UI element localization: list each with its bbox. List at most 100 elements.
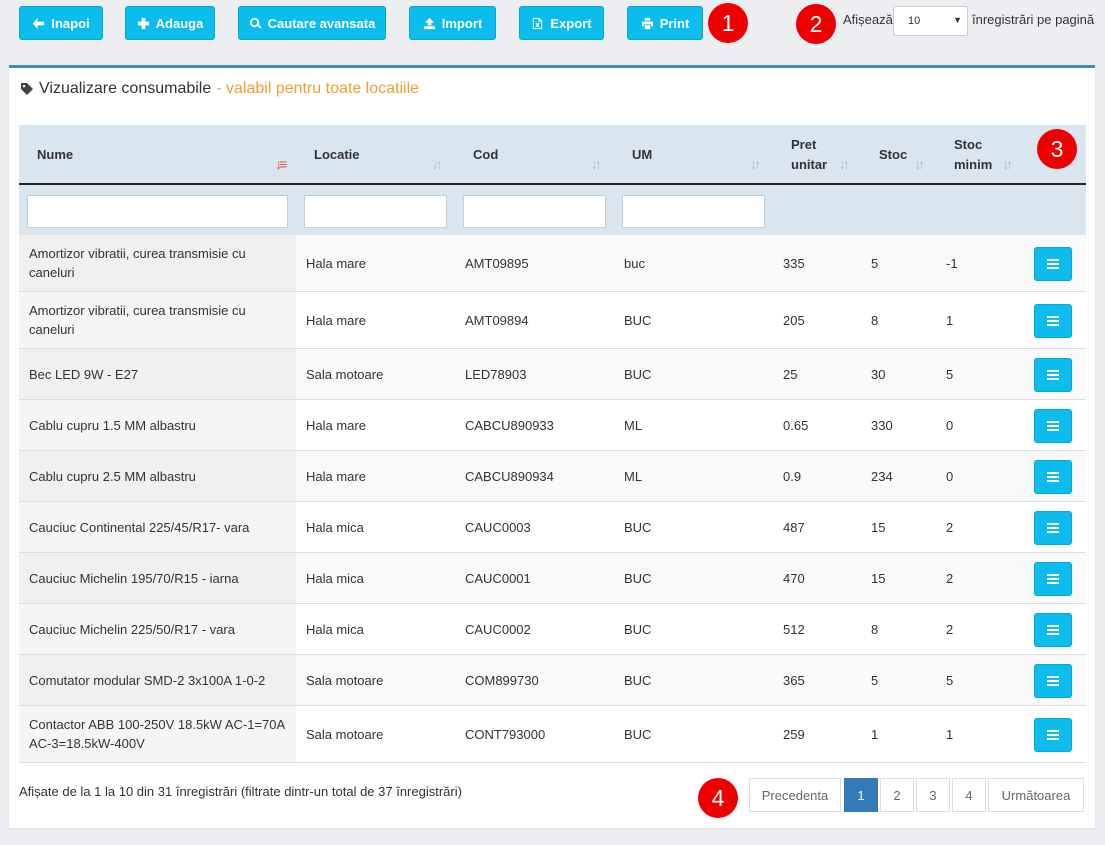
cell-locatie: Hala mare — [306, 255, 366, 271]
plus-icon — [137, 17, 149, 29]
column-header-um[interactable]: UM ↓↑ — [632, 147, 761, 172]
export-button-label: Export — [550, 15, 592, 31]
column-header-stoc-minim[interactable]: Stoc minim ↓↑ — [954, 137, 1013, 172]
cell-nume: Cauciuc Michelin 225/50/R17 - vara — [29, 621, 235, 637]
cell-stoc: 30 — [871, 366, 886, 382]
column-header-locatie[interactable]: Locatie ↓↑ — [314, 147, 443, 172]
print-button[interactable]: Print — [627, 6, 703, 40]
cell-locatie: Hala mica — [306, 570, 364, 586]
cell-um: ML — [624, 417, 643, 433]
cell-locatie: Sala motoare — [306, 366, 384, 382]
row-menu-button[interactable] — [1034, 358, 1072, 392]
per-page-suffix: înregistrări pe pagină — [972, 12, 1095, 27]
cell-cod: COM899730 — [465, 672, 539, 688]
print-button-label: Print — [659, 15, 690, 31]
cell-stoc: 234 — [871, 468, 893, 484]
row-menu-button[interactable] — [1034, 304, 1072, 338]
cell-pret-unitar: 365 — [783, 672, 805, 688]
cell-nume: Cauciuc Continental 225/45/R17- vara — [29, 519, 250, 535]
cell-locatie: Sala motoare — [306, 726, 384, 742]
cell-um: BUC — [624, 570, 652, 586]
row-menu-button[interactable] — [1034, 511, 1072, 545]
pagination-page-4[interactable]: 4 — [952, 778, 986, 812]
add-button[interactable]: Adauga — [125, 6, 215, 40]
cell-pret-unitar: 205 — [783, 312, 805, 328]
pagination-prev-button[interactable]: Precedenta — [749, 778, 841, 812]
cell-nume: Cablu cupru 1.5 MM albastru — [29, 417, 196, 433]
cell-um: BUC — [624, 312, 652, 328]
cell-um: BUC — [624, 621, 652, 637]
pagination-page-1[interactable]: 1 — [844, 778, 878, 812]
advanced-search-button-label: Cautare avansata — [267, 15, 376, 31]
cell-um: BUC — [624, 366, 652, 382]
filter-locatie-input[interactable] — [304, 195, 447, 228]
cell-locatie: Hala mare — [306, 312, 366, 328]
cell-pret-unitar: 25 — [783, 366, 798, 382]
cell-locatie: Hala mare — [306, 417, 366, 433]
sort-icon: ↓↑ — [432, 156, 443, 172]
column-header-stoc[interactable]: Stoc ↓↑ — [879, 147, 925, 172]
cell-um: BUC — [624, 726, 652, 742]
per-page-select[interactable]: 10 ▼ — [893, 6, 968, 36]
cell-cod: AMT09894 — [465, 312, 529, 328]
table-row: Bec LED 9W - E27 Sala motoare LED78903 BUC 2… — [19, 349, 1086, 400]
row-menu-button[interactable] — [1034, 718, 1072, 752]
menu-icon — [1047, 523, 1059, 533]
cell-cod: LED78903 — [465, 366, 527, 382]
row-menu-button[interactable] — [1034, 409, 1072, 443]
column-header-cod[interactable]: Cod ↓↑ — [473, 147, 602, 172]
menu-icon — [1047, 370, 1059, 380]
cell-stoc-minim: 0 — [946, 468, 954, 484]
sort-icon: ↓↑ — [839, 156, 850, 172]
cell-stoc-minim: 0 — [946, 417, 954, 433]
cell-um: BUC — [624, 672, 652, 688]
export-button[interactable]: Export — [519, 6, 604, 40]
column-header-nume[interactable]: Nume ↓≡ — [37, 147, 287, 172]
cell-cod: CAUC0002 — [465, 621, 531, 637]
cell-stoc: 8 — [871, 312, 879, 328]
filter-um-input[interactable] — [622, 195, 765, 228]
table-row: Cauciuc Michelin 225/50/R17 - vara Hala m… — [19, 604, 1086, 655]
per-page-label: Afișează — [843, 12, 893, 27]
import-button-label: Import — [441, 15, 483, 31]
pagination-next-button[interactable]: Următoarea — [988, 778, 1084, 812]
cell-pret-unitar: 470 — [783, 570, 805, 586]
back-button-label: Inapoi — [51, 15, 90, 31]
cell-nume: Amortizor vibratii, curea transmisie cu … — [29, 246, 246, 280]
cell-stoc-minim: 5 — [946, 672, 954, 688]
print-icon — [641, 17, 653, 29]
import-button[interactable]: Import — [409, 6, 496, 40]
row-menu-button[interactable] — [1034, 664, 1072, 698]
sort-icon: ↓↑ — [1002, 156, 1013, 172]
row-menu-button[interactable] — [1034, 247, 1072, 281]
row-menu-button[interactable] — [1034, 613, 1072, 647]
annotation-badge-4: 4 — [698, 778, 738, 818]
filter-nume-input[interactable] — [27, 195, 288, 228]
cell-stoc: 8 — [871, 621, 879, 637]
table-row: Cablu cupru 1.5 MM albastru Hala mare CABC… — [19, 400, 1086, 451]
row-menu-button[interactable] — [1034, 460, 1072, 494]
column-header-pret-unitar[interactable]: Pret unitar ↓↑ — [791, 137, 850, 172]
cell-pret-unitar: 487 — [783, 519, 805, 535]
menu-icon — [1047, 316, 1059, 326]
row-menu-button[interactable] — [1034, 562, 1072, 596]
cell-nume: Contactor ABB 100-250V 18.5kW AC-1=70A A… — [29, 717, 285, 751]
table-info: Afișate de la 1 la 10 din 31 înregistrăr… — [19, 784, 462, 799]
cell-stoc-minim: 1 — [946, 726, 954, 742]
filter-cod-input[interactable] — [463, 195, 606, 228]
cell-um: BUC — [624, 519, 652, 535]
consumables-table: Nume ↓≡ Locatie ↓↑ Cod ↓↑ UM ↓↑ Pret uni… — [19, 125, 1086, 763]
toolbar: Inapoi Adauga Cautare avansata Import Ex… — [0, 0, 1105, 56]
pagination-page-2[interactable]: 2 — [880, 778, 914, 812]
cell-stoc: 5 — [871, 672, 879, 688]
pagination-page-3[interactable]: 3 — [916, 778, 950, 812]
cell-nume: Bec LED 9W - E27 — [29, 366, 139, 382]
cell-stoc: 1 — [871, 726, 879, 742]
cell-stoc-minim: -1 — [946, 255, 958, 271]
back-button[interactable]: Inapoi — [19, 6, 103, 40]
advanced-search-button[interactable]: Cautare avansata — [238, 6, 386, 40]
annotation-badge-1: 1 — [708, 3, 748, 43]
per-page-value: 10 — [908, 15, 921, 27]
menu-icon — [1047, 625, 1059, 635]
arrow-left-icon — [33, 17, 45, 29]
